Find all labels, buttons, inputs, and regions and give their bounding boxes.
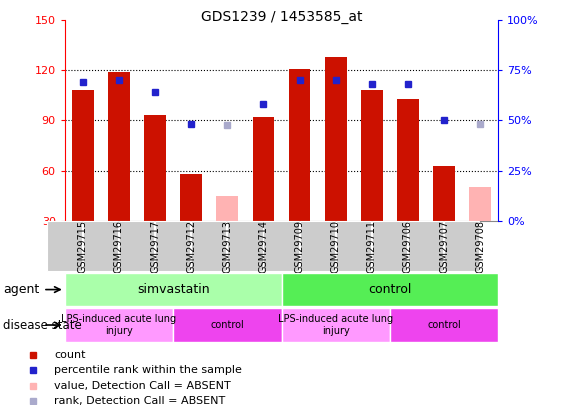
Bar xyxy=(325,57,347,221)
Bar xyxy=(83,221,118,271)
Text: control: control xyxy=(211,320,244,330)
Text: GSM29712: GSM29712 xyxy=(186,220,196,273)
Text: GDS1239 / 1453585_at: GDS1239 / 1453585_at xyxy=(201,10,362,24)
Bar xyxy=(408,221,443,271)
Text: percentile rank within the sample: percentile rank within the sample xyxy=(55,365,243,375)
Bar xyxy=(263,221,299,271)
Bar xyxy=(180,174,202,221)
Bar xyxy=(72,90,93,221)
Bar xyxy=(216,196,238,221)
Text: LPS-induced acute lung
injury: LPS-induced acute lung injury xyxy=(61,314,176,336)
Bar xyxy=(227,221,262,271)
Bar xyxy=(444,221,479,271)
Bar xyxy=(173,308,282,342)
Bar xyxy=(397,99,419,221)
Text: simvastatin: simvastatin xyxy=(137,283,209,296)
Text: GSM29715: GSM29715 xyxy=(78,220,88,273)
Bar xyxy=(119,221,154,271)
Bar xyxy=(372,221,407,271)
Bar xyxy=(282,308,390,342)
Bar xyxy=(47,221,82,271)
Bar xyxy=(282,273,498,306)
Text: rank, Detection Call = ABSENT: rank, Detection Call = ABSENT xyxy=(55,396,226,405)
Bar xyxy=(65,273,282,306)
Bar xyxy=(191,221,226,271)
Bar xyxy=(300,221,335,271)
Text: GSM29709: GSM29709 xyxy=(294,220,305,273)
Bar xyxy=(108,72,129,221)
Text: value, Detection Call = ABSENT: value, Detection Call = ABSENT xyxy=(55,381,231,390)
Text: GSM29713: GSM29713 xyxy=(222,220,233,273)
Bar xyxy=(65,308,173,342)
Bar xyxy=(253,117,274,221)
Bar xyxy=(470,187,491,221)
Text: GSM29717: GSM29717 xyxy=(150,220,160,273)
Bar xyxy=(144,115,166,221)
Text: GSM29716: GSM29716 xyxy=(114,220,124,273)
Text: control: control xyxy=(368,283,412,296)
Bar xyxy=(336,221,371,271)
Text: control: control xyxy=(427,320,461,330)
Bar xyxy=(361,90,383,221)
Bar xyxy=(390,308,498,342)
Text: GSM29708: GSM29708 xyxy=(475,220,485,273)
Bar xyxy=(434,166,455,221)
Bar xyxy=(155,221,190,271)
Text: disease state: disease state xyxy=(3,318,82,332)
Text: GSM29714: GSM29714 xyxy=(258,220,269,273)
Bar xyxy=(289,69,310,221)
Text: GSM29707: GSM29707 xyxy=(439,220,449,273)
Text: agent: agent xyxy=(3,283,39,296)
Text: LPS-induced acute lung
injury: LPS-induced acute lung injury xyxy=(278,314,393,336)
Text: GSM29710: GSM29710 xyxy=(330,220,341,273)
Text: count: count xyxy=(55,350,86,360)
Text: GSM29711: GSM29711 xyxy=(367,220,377,273)
Text: GSM29706: GSM29706 xyxy=(403,220,413,273)
